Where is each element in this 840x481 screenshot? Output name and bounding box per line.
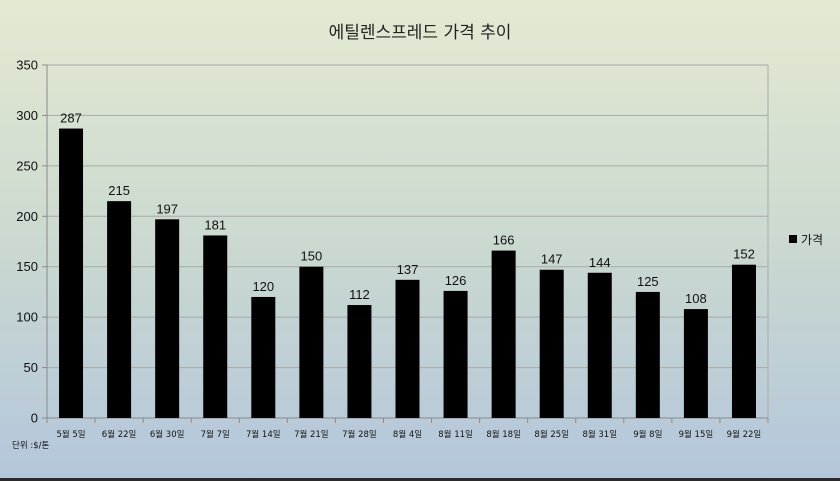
x-tick-label: 7월 7일 xyxy=(201,429,230,440)
data-label: 152 xyxy=(733,247,755,262)
data-label: 197 xyxy=(156,201,178,216)
y-tick-label: 200 xyxy=(16,209,38,224)
data-label: 126 xyxy=(445,273,467,288)
x-tick-label: 8월 18일 xyxy=(486,429,521,440)
y-tick-label: 300 xyxy=(16,108,38,123)
x-tick-label: 8월 25일 xyxy=(534,429,569,440)
x-tick-label: 6월 30일 xyxy=(150,429,185,440)
x-tick-label: 8월 4일 xyxy=(393,429,422,440)
x-axis-ticks: 5월 5일 6월 22일 6월 30일 7월 7일 7월 14일 7월 21일 7월 28일… xyxy=(56,429,761,440)
legend-swatch xyxy=(789,235,797,243)
unit-note: 단위 :$/톤 xyxy=(12,440,49,451)
data-label: 166 xyxy=(493,233,515,248)
bar-15 xyxy=(731,264,756,418)
bar-1 xyxy=(59,128,84,419)
y-tick-label: 350 xyxy=(16,58,38,73)
bottom-border xyxy=(0,478,840,481)
bar-8 xyxy=(395,279,420,418)
data-label: 215 xyxy=(108,183,130,198)
y-tick-label: 100 xyxy=(16,310,38,325)
x-tick-label: 6월 22일 xyxy=(102,429,137,440)
bar-4 xyxy=(203,235,228,418)
bar-13 xyxy=(635,291,660,418)
data-label: 181 xyxy=(204,217,226,232)
bar-2 xyxy=(107,201,132,418)
x-tick-label: 8월 11일 xyxy=(438,429,473,440)
data-label: 120 xyxy=(252,279,274,294)
x-tick-label: 8월 31일 xyxy=(582,429,617,440)
x-tick-label: 5월 5일 xyxy=(56,429,85,440)
data-label: 144 xyxy=(589,255,611,270)
y-tick-label: 50 xyxy=(24,360,38,375)
legend-label: 가격 xyxy=(801,233,823,247)
data-label: 125 xyxy=(637,274,659,289)
bar-6 xyxy=(299,266,324,418)
legend: 가격 xyxy=(789,233,823,247)
bar-12 xyxy=(587,272,612,418)
data-label: 112 xyxy=(349,287,370,302)
data-label: 150 xyxy=(301,249,323,264)
bar-3 xyxy=(155,219,180,418)
x-tick-label: 9월 22일 xyxy=(727,429,762,440)
bar-14 xyxy=(683,309,708,418)
data-label: 137 xyxy=(397,262,419,277)
data-label: 108 xyxy=(685,291,707,306)
x-tick-label: 7월 28일 xyxy=(342,429,377,440)
data-label: 287 xyxy=(60,111,82,126)
y-axis-ticks: 0 50 100 150 200 250 300 350 xyxy=(16,58,38,426)
bar-9 xyxy=(443,290,468,418)
data-labels: 287 215 197 181 120 150 112 137 126 166 147 144 125 1… xyxy=(60,111,755,307)
bar-5 xyxy=(251,296,276,418)
x-tick-label: 9월 8일 xyxy=(633,429,662,440)
bar-7 xyxy=(347,305,372,418)
data-label: 147 xyxy=(541,252,563,267)
x-tick-label: 9월 15일 xyxy=(679,429,714,440)
chart-title: 에틸렌스프레드 가격 추이 xyxy=(329,23,512,43)
x-tick-label: 7월 21일 xyxy=(294,429,329,440)
bar-10 xyxy=(491,250,516,418)
y-tick-label: 150 xyxy=(16,259,38,274)
y-tick-label: 0 xyxy=(31,411,38,426)
bars xyxy=(59,128,756,419)
x-tick-label: 7월 14일 xyxy=(246,429,281,440)
bar-11 xyxy=(539,269,564,418)
y-tick-label: 250 xyxy=(16,158,38,173)
